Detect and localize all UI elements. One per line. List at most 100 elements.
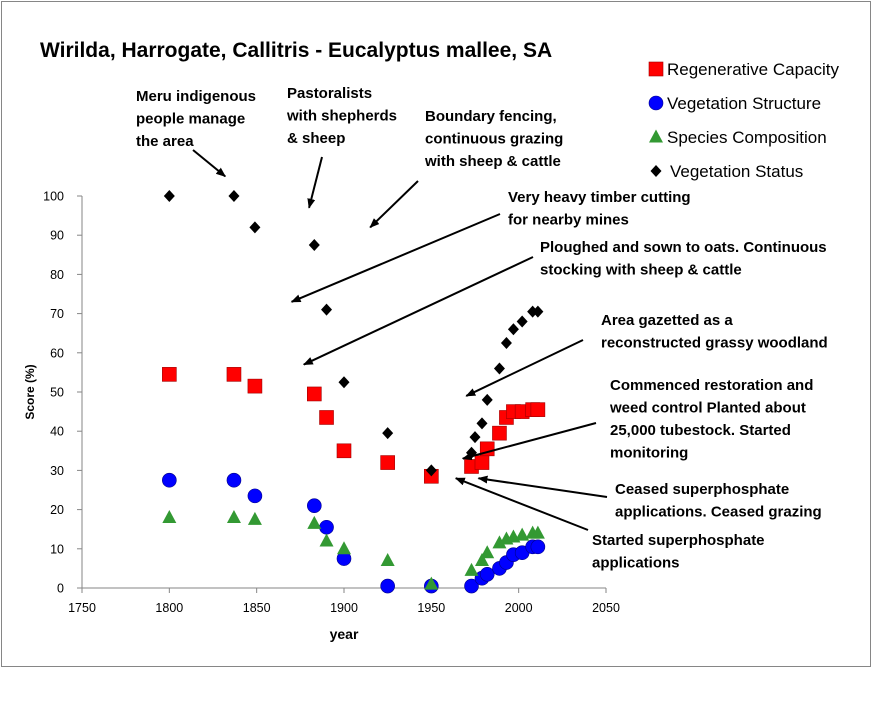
- legend: Regenerative Capacity Vegetation Structur…: [648, 60, 839, 181]
- annotation-arrow: [290, 213, 501, 303]
- circle-data-point: [380, 578, 395, 594]
- diamond-data-point: [382, 427, 394, 440]
- circle-data-point: [319, 519, 334, 535]
- square-data-point: [226, 367, 242, 382]
- legend-diamond-marker: [650, 165, 662, 177]
- annotation-arrow: [454, 477, 589, 531]
- square-data-point: [247, 378, 263, 394]
- y-tick-label: 90: [50, 229, 64, 243]
- triangle-data-point: [492, 535, 507, 549]
- triangle-data-point: [515, 527, 530, 541]
- y-tick-label: 40: [50, 425, 64, 439]
- chart-title: Wirilda, Harrogate, Callitris - Eucalypt…: [40, 39, 552, 62]
- diamond-data-point: [321, 303, 333, 316]
- circle-data-point: [464, 578, 479, 594]
- annotation: Very heavy timber cutting for nearby mine…: [290, 189, 691, 303]
- x-tick-label: 1800: [155, 601, 183, 615]
- annotation-arrow: [369, 180, 419, 229]
- x-tick-label: 1750: [68, 601, 96, 615]
- annotations: Meru indigenous people manage the area Past…: [136, 85, 828, 572]
- annotation: Started superphosphate applications: [454, 477, 765, 572]
- annotation: Boundary fencing, continuous grazing with …: [369, 108, 563, 229]
- triangle-data-point: [162, 509, 177, 523]
- diamond-data-point: [532, 305, 544, 318]
- y-tick-label: 60: [50, 346, 64, 360]
- square-data-point: [162, 367, 177, 382]
- y-tick-label: 10: [50, 542, 64, 556]
- triangle-data-point: [337, 541, 351, 555]
- legend-square-marker: [648, 61, 664, 77]
- legend-entry-label: Species Composition: [667, 128, 827, 147]
- diamond-data-point: [507, 323, 519, 336]
- diamond-data-point: [338, 376, 350, 389]
- annotation-arrow: [307, 156, 323, 209]
- circle-data-point: [162, 472, 177, 488]
- legend-circle-marker: [648, 95, 664, 111]
- triangle-data-point: [464, 562, 479, 576]
- axes: 0 10 20 30 40 50 60 70 80 90 100 1750 1800 1850 1900 19…: [43, 190, 620, 616]
- y-axis-label: Score (%): [23, 364, 37, 419]
- diamond-data-point: [249, 221, 261, 234]
- annotation-text: Commenced restoration and weed control Pl…: [609, 377, 813, 462]
- legend-entry-label: Vegetation Structure: [667, 94, 821, 113]
- legend-entry-label: Regenerative Capacity: [667, 60, 839, 79]
- diamond-data-point: [493, 362, 505, 375]
- diamond-data-point: [163, 190, 175, 202]
- annotation-text: Meru indigenous people manage the area: [136, 88, 256, 150]
- annotation-text: Very heavy timber cutting for nearby mine…: [508, 189, 691, 229]
- square-data-point: [530, 402, 546, 417]
- square-data-point: [380, 455, 395, 470]
- y-tick-label: 70: [50, 307, 64, 321]
- annotation-text: Area gazetted as a reconstructed grassy w…: [601, 312, 828, 352]
- triangle-data-point: [247, 511, 262, 525]
- annotation-arrow: [477, 475, 608, 498]
- annotation-text: Started superphosphate applications: [592, 532, 765, 572]
- triangle-data-point: [530, 525, 545, 539]
- chart-frame: [1, 1, 871, 667]
- annotation-text: Ceased superphosphate applications. Cease…: [615, 481, 822, 521]
- triangle-data-point: [226, 509, 241, 523]
- annotation: Area gazetted as a reconstructed grassy w…: [465, 312, 828, 397]
- annotation: Commenced restoration and weed control Pl…: [461, 377, 813, 462]
- circle-data-point: [247, 488, 263, 504]
- square-data-point: [492, 425, 507, 441]
- square-data-point: [307, 386, 322, 402]
- y-tick-label: 30: [50, 464, 64, 478]
- x-tick-label: 2050: [592, 601, 620, 615]
- triangle-data-point: [380, 553, 395, 567]
- triangle-data-point: [307, 515, 322, 529]
- triangle-data-point: [319, 533, 334, 547]
- annotation-text: Boundary fencing, continuous grazing with …: [424, 108, 563, 170]
- triangle-data-point: [474, 553, 489, 567]
- annotation-text: Ploughed and sown to oats. Continuous sto…: [540, 239, 827, 279]
- diamond-data-point: [228, 190, 240, 202]
- annotation-text: Pastoralists with shepherds & sheep: [286, 85, 397, 147]
- series-triangle-points: [162, 509, 545, 590]
- annotation: Pastoralists with shepherds & sheep: [286, 85, 397, 209]
- annotation-arrow: [461, 422, 597, 461]
- triangle-data-point: [424, 576, 439, 590]
- diamond-data-point: [481, 393, 493, 406]
- annotation-arrow: [302, 256, 534, 366]
- annotation: Ceased superphosphate applications. Cease…: [477, 475, 822, 521]
- y-tick-label: 20: [50, 503, 64, 517]
- circle-data-point: [226, 472, 242, 488]
- square-data-point: [336, 443, 352, 459]
- diamond-data-point: [425, 464, 437, 477]
- series-diamond-points: [163, 190, 544, 477]
- annotation-arrow: [465, 339, 584, 397]
- diamond-data-point: [516, 315, 528, 328]
- x-tick-label: 1850: [243, 601, 271, 615]
- square-data-point: [474, 455, 490, 470]
- circle-data-point: [479, 566, 495, 582]
- diamond-data-point: [500, 337, 512, 349]
- y-tick-label: 50: [50, 386, 64, 400]
- data-marks: [162, 190, 546, 594]
- series-square-points: [162, 367, 546, 484]
- annotation: Ploughed and sown to oats. Continuous sto…: [302, 239, 827, 366]
- annotation: Meru indigenous people manage the area: [136, 88, 256, 178]
- circle-data-point: [307, 498, 322, 513]
- y-tick-label: 0: [57, 582, 64, 596]
- x-tick-label: 1950: [417, 601, 445, 615]
